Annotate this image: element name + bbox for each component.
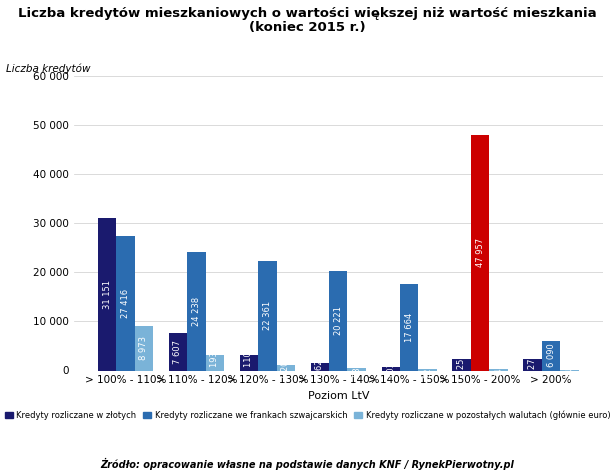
Bar	[523, 359, 542, 371]
Text: 6 090: 6 090	[547, 344, 555, 368]
Text: 20 221: 20 221	[334, 306, 343, 335]
Text: 24 238: 24 238	[192, 296, 201, 325]
Text: 17 664: 17 664	[405, 313, 414, 342]
Bar	[240, 355, 258, 370]
Text: 27 416: 27 416	[121, 289, 130, 318]
Bar	[277, 365, 295, 370]
Text: 2 277: 2 277	[528, 353, 537, 377]
Bar	[169, 333, 187, 370]
Text: 3 110: 3 110	[244, 351, 253, 375]
Text: 143: 143	[565, 362, 574, 378]
Legend: Kredyty rozliczane w złotych, Kredyty rozliczane we frankach szwajcarskich, Kred: Kredyty rozliczane w złotych, Kredyty ro…	[1, 407, 614, 423]
Bar	[187, 252, 205, 370]
Text: Żródło: opracowanie własne na podstawie danych KNF / RynekPierwotny.pl: Żródło: opracowanie własne na podstawie …	[101, 458, 514, 470]
Bar	[400, 284, 418, 370]
Text: 22 361: 22 361	[263, 301, 272, 330]
Bar	[205, 355, 224, 370]
Text: 7 607: 7 607	[173, 340, 183, 364]
Bar	[135, 326, 153, 370]
Bar	[329, 271, 347, 370]
Bar	[116, 236, 135, 370]
Text: 2 253: 2 253	[457, 353, 466, 377]
Bar	[98, 218, 116, 370]
Text: 1 624: 1 624	[315, 355, 324, 379]
Text: Liczba kredytów mieszkaniowych o wartości większej niż wartość mieszkania: Liczba kredytów mieszkaniowych o wartośc…	[18, 7, 597, 20]
Text: 803: 803	[386, 361, 395, 377]
Text: 1 201: 1 201	[281, 356, 290, 380]
Bar	[347, 368, 366, 371]
Text: 583: 583	[352, 361, 361, 377]
Bar	[542, 341, 560, 370]
Text: 8 973: 8 973	[140, 336, 148, 361]
Text: 31 151: 31 151	[103, 280, 111, 309]
Bar	[381, 367, 400, 370]
Bar	[490, 369, 508, 370]
Bar	[258, 261, 277, 370]
Text: 3 193: 3 193	[210, 351, 220, 375]
Text: 47 957: 47 957	[475, 238, 485, 267]
X-axis label: Poziom LtV: Poziom LtV	[308, 391, 369, 401]
Text: 226: 226	[423, 362, 432, 378]
Bar	[453, 360, 471, 370]
Bar	[311, 362, 329, 370]
Text: (koniec 2015 r.): (koniec 2015 r.)	[249, 21, 366, 34]
Text: Liczba kredytów: Liczba kredytów	[6, 63, 90, 74]
Text: 347: 347	[494, 361, 503, 378]
Bar	[471, 135, 490, 370]
Bar	[560, 370, 579, 371]
